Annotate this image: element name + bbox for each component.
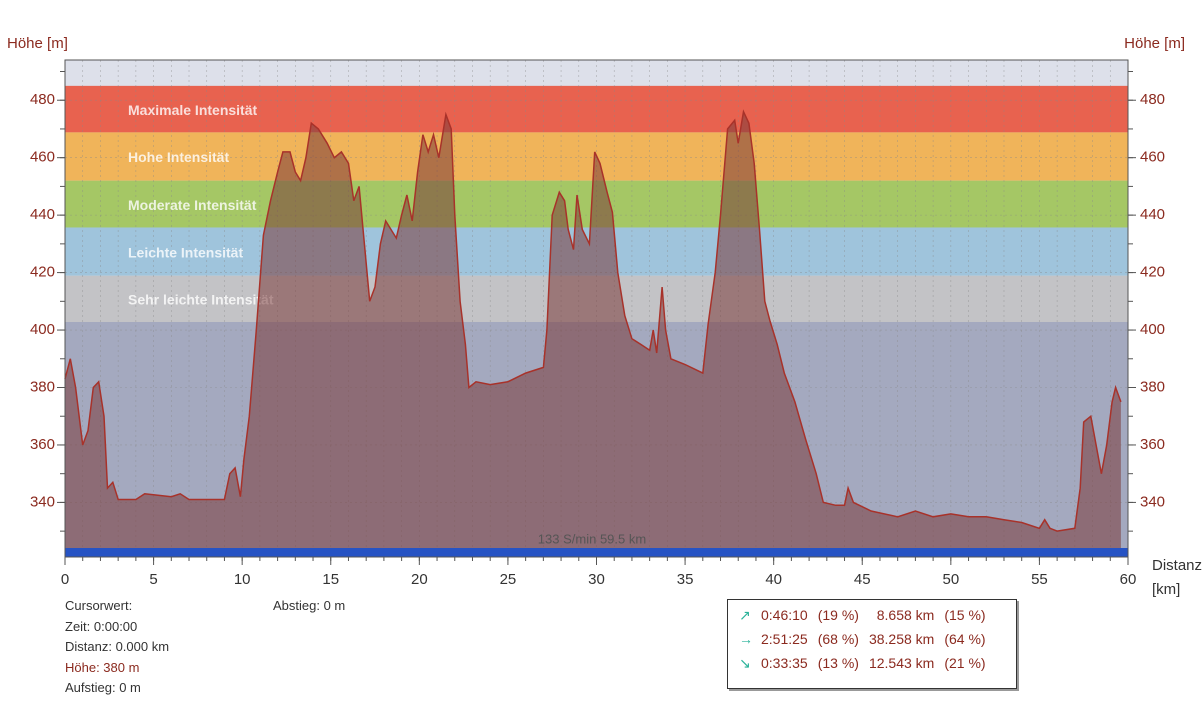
x-tick-label: 5 bbox=[149, 571, 157, 588]
cursor-title: Cursorwert: bbox=[65, 598, 133, 613]
y2-tick-label: 460 bbox=[1140, 149, 1165, 166]
line bbox=[64, 109, 1122, 532]
x-tick-label: 15 bbox=[322, 571, 339, 588]
y-tick-label: 340 bbox=[30, 493, 55, 510]
y-axis-label: Höhe [m] bbox=[7, 35, 68, 52]
x-axis-label: Distanz bbox=[1152, 557, 1202, 574]
x-tick-label: 55 bbox=[1031, 571, 1048, 588]
y-tick-label: 440 bbox=[30, 206, 55, 223]
x-tick-label: 35 bbox=[677, 571, 694, 588]
summary-cell: ↗ bbox=[739, 606, 751, 623]
summary-cell: 0:33:35 bbox=[761, 655, 808, 671]
summary-cell: ↘ bbox=[739, 654, 751, 671]
summary-row: ↗ 0:46:10 (19 %) 8.658 km (15 %) bbox=[734, 603, 991, 627]
zone-label: Maximale Intensität bbox=[128, 102, 257, 118]
summary-cell: (64 %) bbox=[944, 631, 986, 647]
y2-tick-label: 440 bbox=[1140, 206, 1165, 223]
summary-cell: (15 %) bbox=[944, 607, 986, 623]
cursor-distance: Distanz: 0.000 km bbox=[65, 639, 170, 654]
y-tick-label: 460 bbox=[30, 149, 55, 166]
area bbox=[65, 111, 1121, 557]
summary-table: ↗ 0:46:10 (19 %) 8.658 km (15 %) → 2:51:25 (68 … bbox=[734, 603, 991, 675]
summary-cell: 2:51:25 bbox=[761, 631, 808, 647]
y-tick-label: 380 bbox=[30, 378, 55, 395]
summary-row: → 2:51:25 (68 %) 38.258 km (64 %) bbox=[734, 627, 991, 651]
y2-tick-label: 360 bbox=[1140, 436, 1165, 453]
y2-axis-label: Höhe [m] bbox=[1124, 35, 1185, 52]
summary-cell: (21 %) bbox=[944, 655, 986, 671]
summary-cell: (19 %) bbox=[817, 607, 859, 623]
zone-label: Leichte Intensität bbox=[128, 244, 243, 260]
summary-cell: (13 %) bbox=[817, 655, 859, 671]
y-tick-label: 420 bbox=[30, 264, 55, 281]
cursor-ascent: Aufstieg: 0 m bbox=[65, 680, 141, 695]
y2-tick-label: 380 bbox=[1140, 378, 1165, 395]
summary-cell: 8.658 km bbox=[876, 607, 935, 623]
cursor-info: Cursorwert: Zeit: 0:00:00 Distanz: 0.000… bbox=[65, 596, 169, 699]
x-tick-label: 0 bbox=[61, 571, 69, 588]
summary-cell: → bbox=[739, 631, 753, 647]
cursor-descent: Abstieg: 0 m bbox=[273, 598, 346, 613]
zone-band bbox=[65, 85, 1128, 133]
x-tick-label: 45 bbox=[854, 571, 871, 588]
summary-cell: 0:46:10 bbox=[761, 607, 808, 623]
summary-row: ↘ 0:33:35 (13 %) 12.543 km (21 %) bbox=[734, 651, 991, 675]
x-axis-unit: [km] bbox=[1152, 581, 1180, 598]
zone-label: Moderate Intensität bbox=[128, 197, 257, 213]
y2-tick-label: 340 bbox=[1140, 493, 1165, 510]
y2-tick-label: 480 bbox=[1140, 91, 1165, 108]
x-tick-label: 10 bbox=[234, 571, 251, 588]
x-tick-label: 20 bbox=[411, 571, 428, 588]
x-tick-label: 30 bbox=[588, 571, 605, 588]
cursor-time: Zeit: 0:00:00 bbox=[65, 618, 138, 634]
y-tick-label: 360 bbox=[30, 436, 55, 453]
y-tick-label: 480 bbox=[30, 91, 55, 108]
x-tick-label: 60 bbox=[1120, 571, 1137, 588]
x-tick-label: 25 bbox=[500, 571, 517, 588]
summary-cell: 38.258 km bbox=[868, 631, 935, 647]
summary-cell: (68 %) bbox=[817, 631, 859, 647]
zone-label: Hohe Intensität bbox=[128, 149, 229, 165]
chart: Höhe [m] Höhe [m] Distanz [km] Maximale … bbox=[7, 35, 1202, 598]
y-tick-label: 400 bbox=[30, 321, 55, 338]
summary-box: ↗ 0:46:10 (19 %) 8.658 km (15 %) → 2:51:25 (68 … bbox=[727, 599, 1017, 689]
annotation: 133 S/min 59.5 km bbox=[538, 531, 646, 546]
y2-tick-label: 400 bbox=[1140, 321, 1165, 338]
x-tick-label: 40 bbox=[765, 571, 782, 588]
y2-tick-label: 420 bbox=[1140, 264, 1165, 281]
x-tick-label: 50 bbox=[942, 571, 959, 588]
zone-label: Sehr leichte Intensität bbox=[128, 292, 274, 308]
cursor-height: Höhe: 380 m bbox=[65, 659, 140, 675]
bottom-bar bbox=[65, 548, 1128, 557]
summary-cell: 12.543 km bbox=[868, 655, 935, 671]
